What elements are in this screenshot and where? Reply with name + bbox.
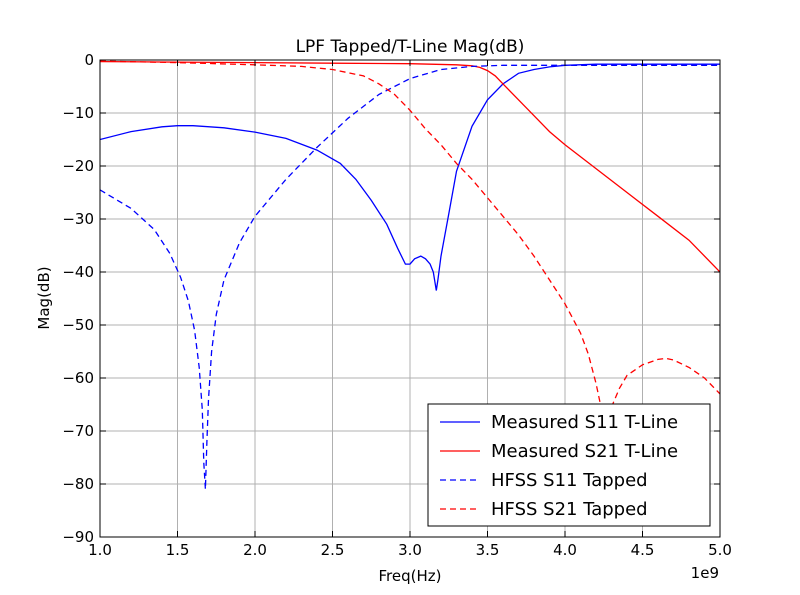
x-tick-label: 3.5	[476, 541, 500, 559]
x-tick-label: 2.0	[243, 541, 267, 559]
axis-ticks: 1.0 1.5 2.0 2.5 3.0 3.5 4.0 4.5 5.0 0 −10 −20 −30 −40…	[62, 51, 732, 559]
y-tick-label: −20	[62, 157, 94, 175]
x-tick-label: 2.5	[321, 541, 345, 559]
y-axis-label: Mag(dB)	[35, 266, 53, 329]
plot-series	[100, 60, 720, 490]
series-line-2	[100, 60, 720, 273]
x-offset-label: 1e9	[691, 564, 719, 582]
chart-title: LPF Tapped/T-Line Mag(dB)	[296, 37, 525, 57]
y-tick-label: 0	[84, 51, 94, 69]
legend-label-1: Measured S11 T-Line	[491, 412, 678, 433]
x-axis-label: Freq(Hz)	[379, 567, 442, 585]
legend: Measured S11 T-Line Measured S21 T-Line HF…	[427, 403, 711, 527]
y-tick-label: −10	[62, 104, 94, 122]
x-tick-label: 5.0	[708, 541, 732, 559]
legend-label-4: HFSS S21 Tapped	[491, 499, 648, 520]
legend-label-2: Measured S21 T-Line	[491, 441, 678, 462]
x-tick-label: 4.5	[631, 541, 655, 559]
series-line-1	[100, 63, 720, 291]
y-tick-label: −80	[62, 475, 94, 493]
series-line-4	[100, 60, 720, 423]
y-tick-label: −60	[62, 369, 94, 387]
legend-box	[427, 403, 711, 527]
x-tick-label: 1.0	[88, 541, 112, 559]
legend-label-3: HFSS S11 Tapped	[491, 470, 648, 491]
y-tick-label: −70	[62, 422, 94, 440]
y-tick-label: −30	[62, 210, 94, 228]
y-tick-label: −90	[62, 528, 94, 546]
y-tick-label: −50	[62, 316, 94, 334]
x-tick-label: 3.0	[398, 541, 422, 559]
x-tick-label: 4.0	[553, 541, 577, 559]
y-tick-label: −40	[62, 263, 94, 281]
series-line-3	[100, 64, 720, 490]
x-tick-label: 1.5	[166, 541, 190, 559]
